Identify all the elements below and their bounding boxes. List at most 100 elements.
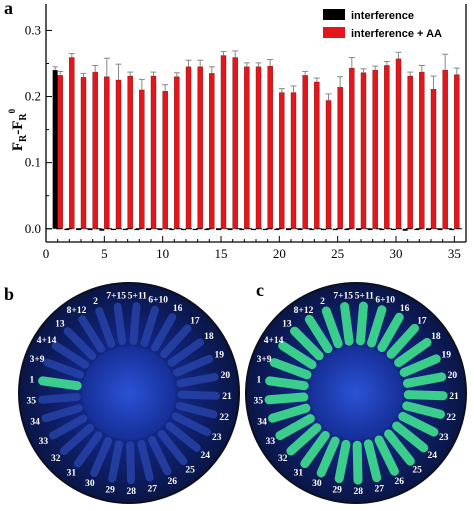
bar-interference <box>76 228 81 231</box>
bar-interference <box>251 228 256 231</box>
well-label: 32 <box>278 454 288 464</box>
bar-interference <box>391 228 396 231</box>
well-label: 3+9 <box>30 355 45 365</box>
panel-b-label: b <box>4 284 14 304</box>
x-tick-label: 10 <box>156 246 169 261</box>
well-label: 24 <box>427 451 437 461</box>
bar-interference-aa <box>197 66 203 229</box>
bar-interference-aa <box>290 92 297 229</box>
well-label: 20 <box>448 371 458 381</box>
y-label-sub2: R <box>18 113 29 121</box>
bar-chart-a: 0 5 10 15 20 25 30 350.00.10.20.3 FR-FR0 interf… <box>7 4 467 261</box>
well-label: 30 <box>312 479 322 489</box>
bar-interference-aa <box>139 89 145 229</box>
bar-interference <box>157 228 163 231</box>
well-label: 6+10 <box>375 295 395 305</box>
bar-interference <box>344 228 350 231</box>
glowing-well <box>269 358 312 380</box>
plate-center <box>309 346 403 440</box>
bar-interference-aa <box>174 76 180 229</box>
chart-ticks: 0 5 10 15 20 25 30 35 0.0 0.1 0.2 0.3 <box>25 22 467 261</box>
dark-well <box>63 327 97 360</box>
bar-interference-aa <box>419 71 425 229</box>
well-label: 2 <box>320 297 325 307</box>
well-label: 13 <box>282 319 292 329</box>
dark-well <box>175 401 218 419</box>
x-tick-label: 30 <box>390 246 403 261</box>
bar-interference-aa <box>104 76 110 229</box>
chart-legend: interference interference + AA <box>323 9 442 40</box>
x-tick-label: 15 <box>215 246 228 261</box>
well-label: 28 <box>353 487 363 497</box>
bar-interference-aa <box>162 91 168 229</box>
glowing-well <box>264 392 309 405</box>
glowing-well <box>300 430 330 469</box>
glowing-well <box>398 411 439 437</box>
bar-interference <box>262 228 268 231</box>
plate-center <box>82 346 176 440</box>
well-label: 30 <box>85 479 95 489</box>
dark-well <box>137 439 154 482</box>
glowing-well <box>316 436 340 478</box>
well-label: 33 <box>39 437 49 447</box>
bar-interference-aa <box>454 74 460 229</box>
well-label: 26 <box>394 477 404 487</box>
bar-interference <box>227 228 233 231</box>
well-label: 7+15 <box>106 292 126 302</box>
bar-interference <box>367 228 373 231</box>
dark-well <box>126 441 135 485</box>
bar-interference <box>181 228 186 231</box>
dark-well <box>148 435 172 476</box>
well-label: 17 <box>417 316 427 326</box>
well-label: 28 <box>126 487 136 497</box>
well-label: 32 <box>51 454 61 464</box>
well-label: 27 <box>148 484 158 494</box>
dark-well <box>95 307 116 348</box>
well-label: 16 <box>400 304 410 314</box>
well-label: 34 <box>257 417 267 427</box>
bar-interference-aa <box>69 57 75 229</box>
bar-interference <box>321 228 326 231</box>
bar-interference <box>297 228 303 231</box>
dark-well <box>108 440 123 483</box>
dark-well <box>173 354 214 377</box>
well-label: 24 <box>200 451 210 461</box>
bar-interference-aa <box>127 75 133 229</box>
bar-interference <box>239 228 245 231</box>
glowing-well <box>340 302 354 346</box>
x-tick-label: 0 <box>43 246 50 261</box>
legend-label-interference: interference <box>351 10 414 22</box>
y-tick-label: 0.1 <box>25 155 41 170</box>
dark-well <box>43 358 84 379</box>
glowing-well <box>352 440 363 485</box>
bar-interference <box>332 228 338 231</box>
well-label: 19 <box>442 351 452 361</box>
well-label: 8+12 <box>67 306 87 316</box>
bar-interference <box>204 228 210 231</box>
bar-interference-aa <box>442 69 448 229</box>
well-label: 1 <box>29 375 34 385</box>
dark-well <box>150 313 177 352</box>
bar-interference <box>426 228 431 231</box>
bar-interference <box>99 228 105 231</box>
well-label: 33 <box>266 437 276 447</box>
bar-interference-aa <box>255 66 262 229</box>
glowing-well <box>392 421 429 453</box>
x-tick-label: 25 <box>331 246 344 261</box>
bar-interference-aa <box>80 77 87 229</box>
well-label: 22 <box>446 413 456 423</box>
dark-well <box>59 423 94 455</box>
bar-interference-aa <box>267 65 273 229</box>
y-label-mid: -F <box>10 121 26 135</box>
bar-interference <box>192 228 198 231</box>
bar-interference-aa <box>279 92 285 229</box>
glowing-well <box>402 401 446 419</box>
glowing-well <box>321 306 343 349</box>
well-label: 16 <box>173 304 183 314</box>
bar-interference-aa <box>185 66 192 229</box>
well-label: 18 <box>204 332 214 342</box>
bar-interference-aa <box>244 66 250 229</box>
bar-interference-aa <box>337 87 343 229</box>
x-tick-label: 20 <box>273 246 286 261</box>
well-label: 18 <box>431 332 441 342</box>
